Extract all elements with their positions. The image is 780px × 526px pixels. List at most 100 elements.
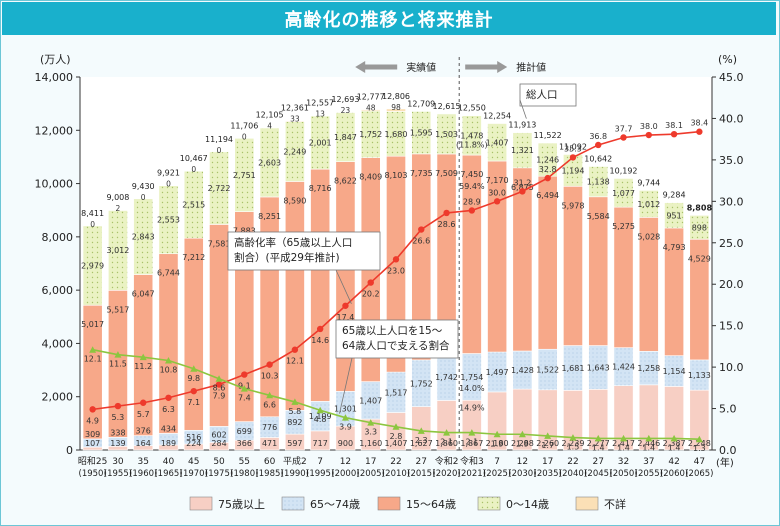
segment-value-label: 5,978 bbox=[562, 201, 585, 210]
segment-value-label: 1,627 bbox=[410, 439, 433, 448]
x-era-label: 45 bbox=[188, 457, 199, 467]
aging-rate-point bbox=[165, 394, 172, 401]
aging-rate-point bbox=[392, 256, 400, 263]
x-era-label: 17 bbox=[365, 457, 376, 467]
support-ratio-point bbox=[164, 356, 172, 364]
segment-value-label: 107 bbox=[85, 439, 100, 448]
segment-value-label: 1,407 bbox=[359, 396, 382, 405]
segment-value-label: 6,047 bbox=[132, 290, 155, 299]
x-era-label: 50 bbox=[213, 457, 225, 467]
total-value-label: 9,284 bbox=[663, 191, 686, 200]
unknown-value-label: 2 bbox=[116, 204, 121, 213]
aging-rate-label: 35.3 bbox=[564, 144, 582, 153]
total-value-label: 11,913 bbox=[508, 121, 536, 130]
aging-rate-label: 30.0 bbox=[488, 188, 506, 197]
segment-value-label: 471 bbox=[262, 439, 277, 448]
total-value-label: 12,777 bbox=[357, 93, 385, 102]
segment-value-label: 2,288 bbox=[511, 439, 534, 448]
pct-0-14-2021: (11.8%) bbox=[456, 140, 488, 149]
x-year-label: (1960) bbox=[129, 469, 157, 479]
total-value-label: 9,008 bbox=[106, 193, 129, 202]
total-value-label: 12,693 bbox=[331, 95, 359, 104]
support-ratio-point bbox=[240, 385, 248, 392]
support-ratio-label: 2.8 bbox=[390, 432, 403, 441]
support-ratio-label: 2.3 bbox=[415, 436, 428, 445]
support-ratio-point bbox=[594, 434, 602, 442]
bar-segment bbox=[158, 185, 179, 255]
aging-rate-point bbox=[670, 130, 678, 138]
x-era-label: 55 bbox=[239, 457, 250, 467]
right-tick-label: 0.0 bbox=[719, 444, 737, 457]
aging-rate-point bbox=[342, 302, 349, 309]
aging-rate-point bbox=[418, 226, 425, 233]
x-era-label: 22 bbox=[567, 457, 578, 467]
support-ratio-label: 11.2 bbox=[134, 362, 152, 371]
bar-segment bbox=[436, 113, 457, 155]
bar-segment bbox=[689, 215, 710, 240]
segment-value-label: 2,417 bbox=[612, 439, 635, 448]
support-ratio-point bbox=[493, 430, 501, 438]
x-year-label: (1975) bbox=[205, 469, 233, 479]
legend-swatch bbox=[189, 496, 213, 511]
segment-value-label: 7,170 bbox=[486, 176, 509, 185]
aging-rate-label: 26.6 bbox=[412, 237, 430, 246]
aging-rate-label: 17.4 bbox=[337, 313, 355, 322]
support-ratio-point bbox=[695, 435, 703, 443]
total-value-label: 11,194 bbox=[205, 135, 233, 144]
segment-value-label: 224 bbox=[186, 439, 201, 448]
total-population-callout-box bbox=[519, 83, 577, 107]
bar-segment bbox=[588, 166, 609, 198]
support-ratio-point bbox=[518, 430, 526, 438]
segment-value-label: 892 bbox=[287, 418, 302, 427]
bar-segment bbox=[284, 120, 305, 122]
aging-rate-label: 28.6 bbox=[438, 220, 456, 229]
x-axis-unit: (年) bbox=[716, 456, 734, 469]
x-era-label: 47 bbox=[694, 457, 705, 467]
segment-value-label: 1,428 bbox=[511, 366, 534, 375]
legend-swatch bbox=[377, 496, 401, 511]
pct-65-74-2021: 14.0% bbox=[459, 384, 485, 393]
total-population-callout-text: 総人口 bbox=[526, 88, 558, 101]
aging-rate-point bbox=[241, 371, 248, 378]
legend-swatch bbox=[477, 496, 501, 511]
x-year-label: (2060) bbox=[660, 469, 688, 479]
segment-value-label: 2,001 bbox=[309, 138, 332, 147]
unknown-value-label: 13 bbox=[315, 109, 325, 118]
left-tick-label: 14,000 bbox=[35, 71, 74, 84]
legend-label: 不詳 bbox=[604, 497, 626, 511]
x-era-label: 令和2 bbox=[435, 455, 459, 467]
segment-value-label: 1,503 bbox=[435, 130, 458, 139]
left-tick-label: 4,000 bbox=[42, 337, 74, 350]
unknown-value-label: 33 bbox=[290, 115, 300, 124]
x-year-label: (1985) bbox=[255, 469, 283, 479]
aging-rate-label: 28.9 bbox=[463, 197, 481, 206]
right-tick-label: 25.0 bbox=[719, 237, 744, 250]
segment-value-label: 1,407 bbox=[385, 439, 408, 448]
total-value-label: 8,411 bbox=[81, 209, 104, 218]
segment-value-label: 2,979 bbox=[81, 262, 104, 271]
segment-value-label: 8,251 bbox=[258, 212, 281, 221]
unknown-value-label: 0 bbox=[166, 180, 171, 189]
aging-rate-callout-pointer bbox=[335, 269, 352, 304]
segment-value-label: 2,248 bbox=[688, 439, 711, 448]
segment-value-label: 1,109 bbox=[309, 412, 332, 421]
segment-value-label: 4,793 bbox=[663, 243, 686, 252]
x-year-label: (1970) bbox=[180, 469, 208, 479]
segment-value-label: 1,742 bbox=[435, 373, 458, 382]
bar-segment bbox=[284, 181, 305, 411]
aging-rate-label: 20.2 bbox=[362, 290, 380, 299]
segment-value-label: 1,681 bbox=[562, 364, 585, 373]
aging-rate-label: 38.0 bbox=[640, 122, 658, 131]
legend-swatch bbox=[281, 496, 305, 511]
segment-value-label: 1,517 bbox=[385, 388, 408, 397]
support-ratio-point bbox=[569, 434, 577, 441]
segment-value-label: 2,387 bbox=[663, 439, 686, 448]
x-era-label: 17 bbox=[542, 457, 553, 467]
bar-segment bbox=[411, 111, 432, 155]
aging-rate-label: 23.0 bbox=[387, 266, 405, 275]
bar-segment bbox=[183, 170, 204, 239]
segment-value-label: 434 bbox=[161, 424, 176, 433]
support-ratio-label: 1.9 bbox=[516, 439, 529, 448]
segment-value-label: 1,160 bbox=[359, 439, 382, 448]
aging-rate-callout-box bbox=[227, 231, 381, 271]
